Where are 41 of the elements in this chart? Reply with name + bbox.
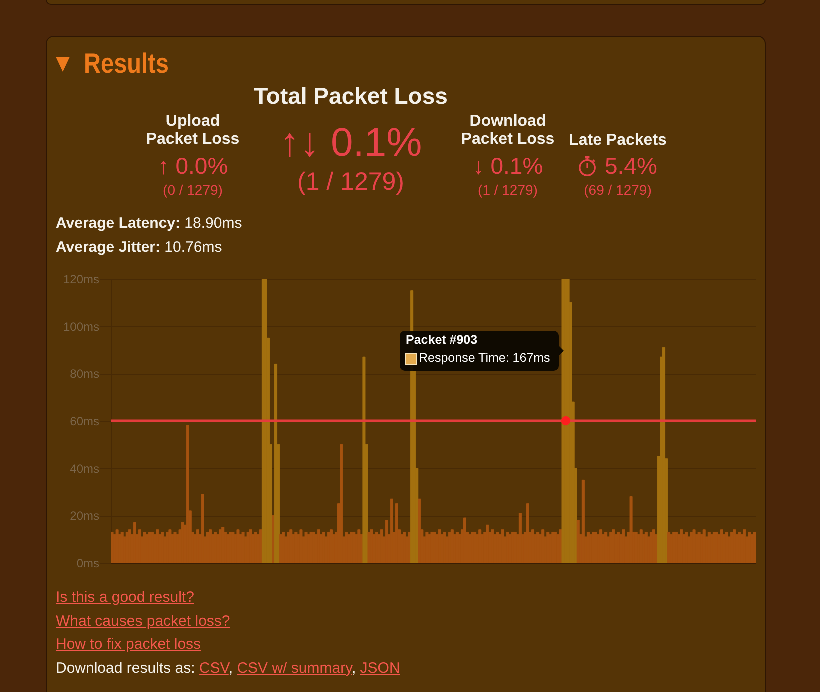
bar [395, 504, 398, 563]
bar [340, 444, 344, 563]
text: ↑↓ 0.1% [280, 120, 422, 167]
text: (1 / 1279) [478, 182, 538, 198]
y-tick-label: 60ms [70, 414, 100, 428]
bar [518, 513, 522, 563]
y-tick-label: 120ms [63, 272, 100, 286]
text: (69 / 1279) [584, 182, 652, 198]
y-tick-label: 80ms [70, 367, 100, 382]
text: ↑ 0.0% [158, 153, 228, 181]
y-tick-label: 0ms [76, 556, 100, 570]
text: Download results as: CSV, CSV w/ summary, JSON [56, 660, 400, 677]
text: Download Packet Loss [460, 113, 556, 150]
annotation: Packet #903 [406, 332, 478, 348]
text: Total Packet Loss [254, 83, 448, 111]
chart-title: Results [84, 46, 169, 80]
y-tick-label: 100ms [63, 320, 100, 334]
annotation: Response Time: 167ms [419, 351, 550, 366]
bar [630, 496, 633, 563]
bar [201, 494, 204, 563]
tooltip: Packet #903 Response Time: 167ms [400, 331, 564, 371]
bar [526, 504, 530, 563]
text: 5.4% [605, 153, 658, 181]
text: Upload Packet Loss [145, 113, 241, 150]
text: Average Latency: 18.90ms [56, 214, 242, 232]
bar [390, 498, 394, 563]
y-tick-label: 20ms [70, 509, 100, 524]
text: (0 / 1279) [163, 182, 223, 198]
text: How to fix packet loss [56, 636, 202, 654]
bar [662, 347, 666, 563]
text: Average Jitter: 10.76ms [56, 238, 222, 256]
bar [418, 498, 422, 563]
text: Late Packets [569, 131, 667, 150]
y-tick-label: 40ms [70, 462, 100, 476]
text: What causes packet loss? [56, 612, 230, 631]
bar [186, 425, 190, 563]
bar [582, 480, 585, 563]
text: Is this a good result? [56, 588, 194, 607]
text: ↓ 0.1% [472, 153, 544, 181]
bar [362, 356, 366, 563]
text: (1 / 1279) [297, 167, 405, 198]
